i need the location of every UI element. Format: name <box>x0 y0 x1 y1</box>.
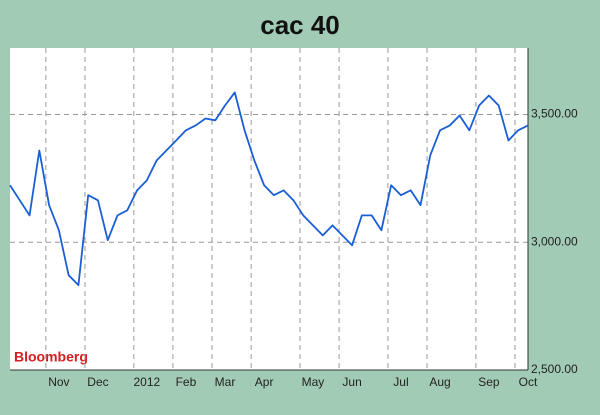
x-tick-label: Apr <box>255 375 274 389</box>
x-tick-label: Dec <box>87 375 108 389</box>
x-tick-label: Mar <box>215 375 236 389</box>
x-tick-label: Oct <box>519 375 538 389</box>
y-tick-label: 2,500.00 <box>531 362 578 376</box>
x-tick-label: Jun <box>342 375 361 389</box>
y-tick-label: 3,500.00 <box>531 107 578 121</box>
plot-area <box>10 48 528 370</box>
x-tick-label: May <box>302 375 325 389</box>
x-tick-label: 2012 <box>133 375 160 389</box>
x-tick-label: Feb <box>176 375 197 389</box>
x-tick-label: Sep <box>478 375 500 389</box>
chart-title: cac 40 <box>260 10 340 40</box>
x-tick-label: Nov <box>48 375 69 389</box>
data-line <box>9 91 529 287</box>
x-tick-label: Jul <box>393 375 408 389</box>
y-tick-label: 3,000.00 <box>531 234 578 248</box>
x-tick-label: Aug <box>429 375 450 389</box>
source-label: Bloomberg <box>14 349 88 365</box>
